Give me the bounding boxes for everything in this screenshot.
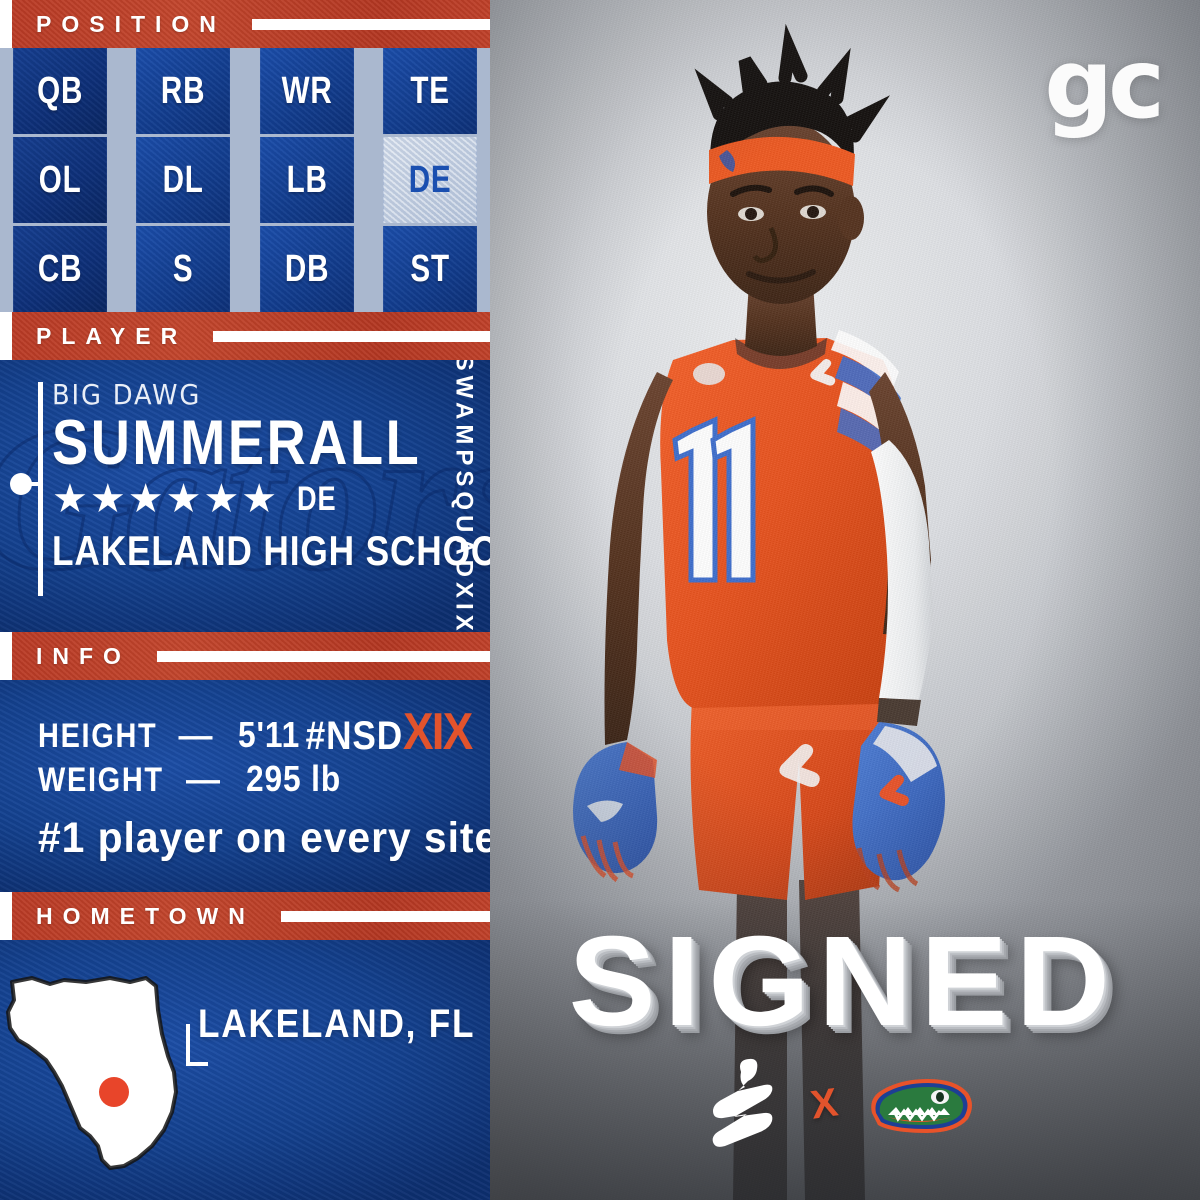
star-icon: ★: [165, 477, 202, 522]
player-last-name: SUMMERALL: [52, 408, 422, 478]
section-tab-accent: [0, 0, 12, 48]
section-title-hometown: HOMETOWN: [36, 902, 255, 929]
hometown-pin-icon: [99, 1077, 129, 1107]
hometown-pointer-line: [186, 1024, 208, 1066]
weight-label: WEIGHT: [38, 761, 164, 799]
position-label: DL: [162, 158, 204, 201]
vertical-hashtag-text: #SWAMPSQUADXIX: [451, 360, 478, 632]
position-label: OL: [38, 158, 82, 201]
section-rule: [251, 18, 490, 30]
position-label: WR: [281, 69, 333, 112]
star-icon: ★: [127, 477, 164, 522]
player-photo-panel: gc SIGNED X: [487, 0, 1200, 1200]
player-photo: [573, 23, 945, 1200]
vertical-hashtag: #SWAMPSQUADXIX: [444, 360, 484, 632]
player-high-school: LAKELAND HIGH SCHOOL: [52, 527, 490, 575]
section-tab-accent: [0, 892, 12, 940]
position-cell-te[interactable]: TE: [382, 48, 477, 134]
star-icon: ★: [203, 477, 240, 522]
position-label: DB: [284, 247, 329, 290]
hometown-city: LAKELAND, FL: [198, 1002, 476, 1046]
collab-separator: X: [808, 1079, 841, 1128]
player-position-abbrev: DE: [297, 479, 337, 518]
position-label: S: [173, 247, 194, 290]
name-marker-bar: [38, 382, 43, 596]
height-dash: —: [178, 717, 213, 755]
brand-logo-row: X: [487, 1058, 1200, 1150]
position-label: TE: [410, 69, 450, 112]
position-cell-st[interactable]: ST: [382, 226, 477, 312]
position-label: ST: [410, 247, 450, 290]
player-nickname: BIG DAWG: [52, 378, 202, 411]
position-cell-wr[interactable]: WR: [259, 48, 354, 134]
position-cell-de-selected[interactable]: DE: [382, 137, 477, 223]
position-label: LB: [286, 158, 328, 201]
hometown-panel: LAKELAND, FL: [0, 940, 490, 1200]
section-title-position: POSITION: [36, 10, 226, 37]
star-rating: ★ ★ ★ ★ ★ ★: [52, 479, 277, 519]
section-header-hometown: HOMETOWN: [0, 892, 490, 940]
section-title-info: INFO: [36, 642, 131, 669]
section-header-info: INFO: [0, 632, 490, 680]
position-cell-dl[interactable]: DL: [136, 137, 231, 223]
nsd-badge: #NSDXIX: [306, 702, 474, 762]
position-cell-s[interactable]: S: [136, 226, 231, 312]
player-rating-row: ★ ★ ★ ★ ★ ★ DE: [52, 479, 382, 519]
gators-head-logo: [871, 1079, 972, 1133]
signed-headline-wrap: SIGNED: [487, 918, 1200, 1046]
info-panel: #NSDXIX HEIGHT — 5'11 WEIGHT — 295 lb #1…: [0, 680, 490, 892]
weight-row: WEIGHT — 295 lb: [38, 758, 354, 800]
section-header-player: PLAYER: [0, 312, 490, 360]
section-header-position: POSITION: [0, 0, 490, 48]
info-note: #1 player on every site: [38, 814, 490, 862]
position-label: DE: [408, 158, 452, 201]
player-details-panel: Gators BIG DAWG SUMMERALL ★ ★ ★ ★ ★ ★ DE: [0, 360, 490, 632]
position-label: CB: [37, 247, 83, 290]
position-cell-qb[interactable]: QB: [13, 48, 108, 134]
position-grid: QB RB WR TE OL DL LB DE CB S DB ST: [0, 48, 490, 312]
position-cell-rb[interactable]: RB: [136, 48, 231, 134]
height-label: HEIGHT: [38, 717, 158, 755]
position-cell-cb[interactable]: CB: [13, 226, 108, 312]
info-rail: POSITION QB RB WR TE OL DL LB DE CB S DB…: [0, 0, 490, 1200]
weight-dash: —: [185, 761, 220, 799]
section-tab-accent: [0, 312, 12, 360]
player-name-column: BIG DAWG SUMMERALL ★ ★ ★ ★ ★ ★ DE LAKELA…: [52, 378, 490, 575]
position-label: RB: [161, 69, 206, 112]
position-cell-lb[interactable]: LB: [259, 137, 354, 223]
position-label: QB: [37, 69, 84, 112]
jumpman-logo: [712, 1058, 773, 1147]
gc-logo[interactable]: gc: [1044, 28, 1165, 140]
star-icon: ★: [52, 477, 88, 522]
star-icon: ★: [89, 477, 126, 522]
height-row: HEIGHT — 5'11: [38, 714, 309, 756]
name-marker-dot: [10, 473, 32, 495]
section-rule: [213, 330, 490, 342]
section-title-player: PLAYER: [36, 322, 188, 349]
section-rule: [156, 650, 490, 662]
position-cell-db[interactable]: DB: [259, 226, 354, 312]
weight-value: 295 lb: [245, 758, 342, 799]
height-value: 5'11: [238, 714, 301, 755]
section-rule: [280, 910, 490, 922]
nsd-badge-suffix: XIX: [403, 703, 474, 761]
section-tab-accent: [0, 632, 12, 680]
florida-map-icon: [6, 976, 178, 1170]
star-icon: ★: [241, 477, 278, 522]
signed-headline: SIGNED: [568, 910, 1119, 1053]
nsd-badge-prefix: #NSD: [306, 714, 404, 758]
position-cell-ol[interactable]: OL: [13, 137, 108, 223]
